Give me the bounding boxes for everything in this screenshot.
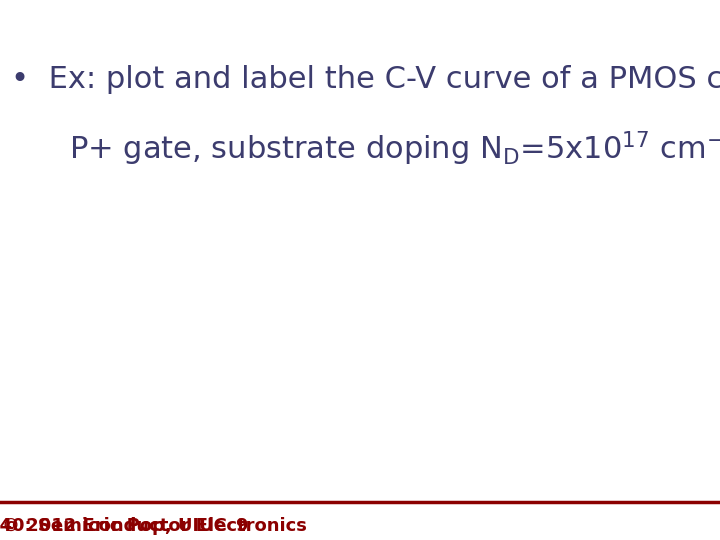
Text: •  Ex: plot and label the C-V curve of a PMOS capacitor with: • Ex: plot and label the C-V curve of a … xyxy=(12,65,720,93)
Text: ECE 340: Semiconductor Electronics: ECE 340: Semiconductor Electronics xyxy=(0,517,307,535)
Text: P+ gate, substrate doping $\mathrm{N_D}$=5x10$^{17}$ cm$^{-3}$ and SiO$_2$ d=2 n: P+ gate, substrate doping $\mathrm{N_D}$… xyxy=(12,129,720,168)
Text: © 2012 Eric Pop, UIUC: © 2012 Eric Pop, UIUC xyxy=(2,517,228,535)
Text: 9: 9 xyxy=(235,517,248,535)
